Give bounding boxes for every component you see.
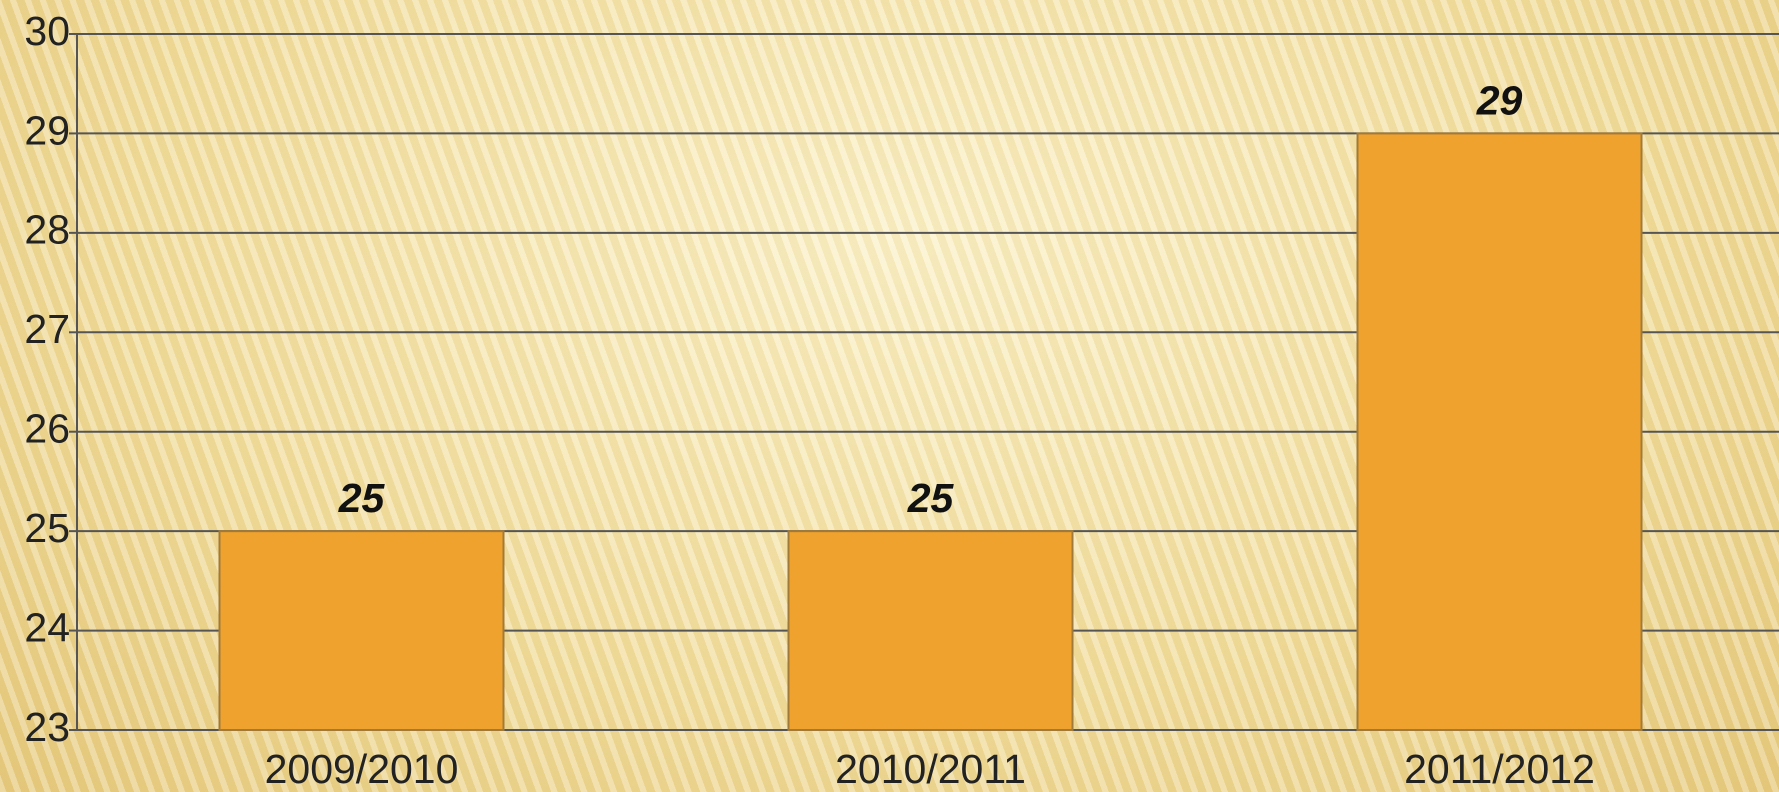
y-tick-label: 29 xyxy=(24,107,70,153)
x-tick-label: 2010/2011 xyxy=(835,746,1026,792)
y-tick-label: 30 xyxy=(24,8,70,54)
x-tick-label: 2011/2012 xyxy=(1404,746,1595,792)
y-tick-label: 26 xyxy=(24,406,70,452)
value-label: 25 xyxy=(338,475,386,521)
y-tick-label: 23 xyxy=(24,704,70,750)
x-tick-label: 2009/2010 xyxy=(265,746,459,792)
bar xyxy=(218,530,505,732)
y-tick-label: 28 xyxy=(24,207,70,253)
value-label: 29 xyxy=(1476,77,1523,123)
bar xyxy=(787,530,1074,732)
y-tick-label: 24 xyxy=(24,604,70,650)
y-tick-label: 25 xyxy=(24,505,70,551)
y-tick-label: 27 xyxy=(24,306,70,352)
bar xyxy=(1356,132,1643,731)
value-label: 25 xyxy=(907,475,955,521)
